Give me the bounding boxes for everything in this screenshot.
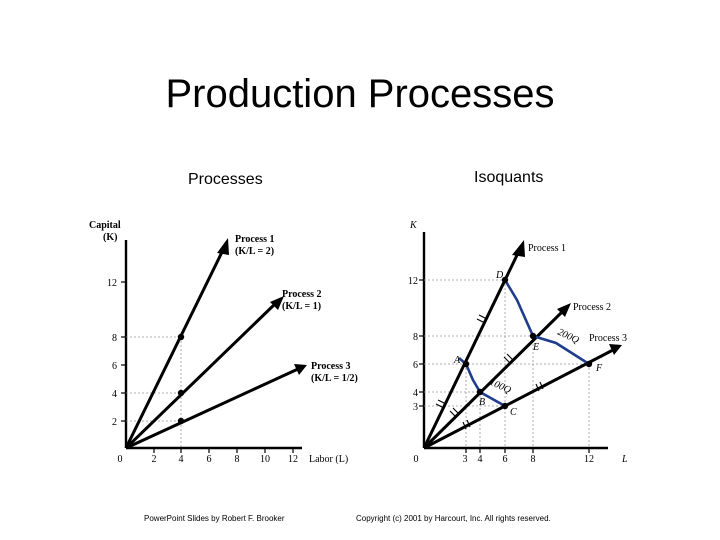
left-process-3-label: Process 3 [311,361,351,372]
right-ray-process-2 [422,309,565,450]
right-x-tick-3: 3 [463,454,468,465]
point-d-label: D [495,270,504,281]
point-f [585,360,593,368]
left-x-tick-2: 2 [152,454,157,465]
right-process-1-label: Process 1 [528,243,566,254]
right-x-tick-12: 12 [584,454,594,465]
footer-credit: PowerPoint Slides by Robert F. Brooker [144,514,285,523]
right-x-tick-6: 6 [503,454,508,465]
right-y-tick-3: 3 [413,402,418,413]
left-process-2-label: Process 2 [282,289,322,300]
processes-graph: 2 4 6 8 12 0 2 4 6 8 10 12 Capital (K) L… [89,220,358,465]
right-y-tick-12: 12 [408,276,418,287]
left-x-axis-label: Labor (L) [309,454,348,465]
right-ray-process-2-arrowhead [557,303,571,317]
left-y-tick-4: 4 [112,389,117,400]
point-b-label: B [479,397,485,408]
left-x-tick-4: 4 [179,454,184,465]
left-process-2-ratio: (K/L = 1) [282,301,321,312]
right-y-tick-6: 6 [413,360,418,371]
right-y-tick-4: 4 [413,388,418,399]
isoquant-200q [503,279,590,366]
left-point-4-8 [177,333,185,341]
right-x-tick-4: 4 [478,454,483,465]
left-ray-process-3 [125,367,299,450]
isoquants-graph: 3 4 6 8 12 0 3 4 6 8 12 K L [408,220,628,465]
left-point-4-4 [177,389,185,397]
left-ray-process-3-arrowhead [294,364,307,375]
left-process-3-ratio: (K/L = 1/2) [311,373,358,384]
left-y-tick-8: 8 [112,333,117,344]
left-x-tick-0: 0 [118,454,123,465]
isoquant-100q-label: 100Q [488,377,513,397]
right-ray-process-3-arrowhead [609,344,622,355]
point-e-label: E [532,342,539,353]
right-process-2-label: Process 2 [573,302,611,313]
right-y-axis-label: K [409,220,418,231]
left-process-1-label: Process 1 [235,234,275,245]
left-ray-process-2-arrowhead [270,296,284,310]
point-d [501,276,509,284]
right-ray-process-1-arrowhead [512,240,525,257]
left-x-tick-10: 10 [260,454,270,465]
right-x-tick-0: 0 [414,454,419,465]
point-b [476,388,484,396]
left-process-1-ratio: (K/L = 2) [235,246,274,257]
left-ray-process-2 [124,301,278,450]
processes-heading: Processes [188,171,263,188]
point-f-label: F [595,363,603,374]
right-y-tick-8: 8 [413,332,418,343]
left-y-tick-2: 2 [112,417,117,428]
left-y-tick-6: 6 [112,361,117,372]
point-a-label: A [453,355,461,366]
point-c-label: C [510,407,517,418]
left-x-tick-6: 6 [207,454,212,465]
right-process-3-label: Process 3 [589,333,627,344]
left-x-tick-8: 8 [235,454,240,465]
left-point-4-2 [177,417,185,425]
right-ray-process-3 [423,348,614,450]
right-ray-process-1 [422,250,521,449]
left-ray-process-1 [124,247,226,449]
footer-copyright: Copyright (c) 2001 by Harcourt, Inc. All… [356,514,551,523]
slide-title: Production Processes [165,72,555,116]
left-ray-process-1-arrowhead [217,238,229,255]
left-y-axis-unit: (K) [103,232,117,243]
left-y-axis-label: Capital [89,220,121,231]
point-c [501,402,509,410]
right-x-tick-8: 8 [531,454,536,465]
segment-hash-marks [435,314,544,430]
left-x-tick-12: 12 [288,454,298,465]
right-x-axis-label: L [621,454,628,465]
point-e [529,332,537,340]
point-a [462,360,470,368]
isoquant-200q-label: 200Q [556,327,581,347]
isoquants-heading: Isoquants [474,169,544,186]
left-y-tick-12: 12 [107,278,117,289]
